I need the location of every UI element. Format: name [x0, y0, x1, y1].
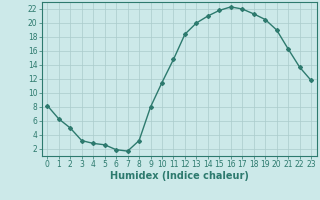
X-axis label: Humidex (Indice chaleur): Humidex (Indice chaleur)	[110, 171, 249, 181]
